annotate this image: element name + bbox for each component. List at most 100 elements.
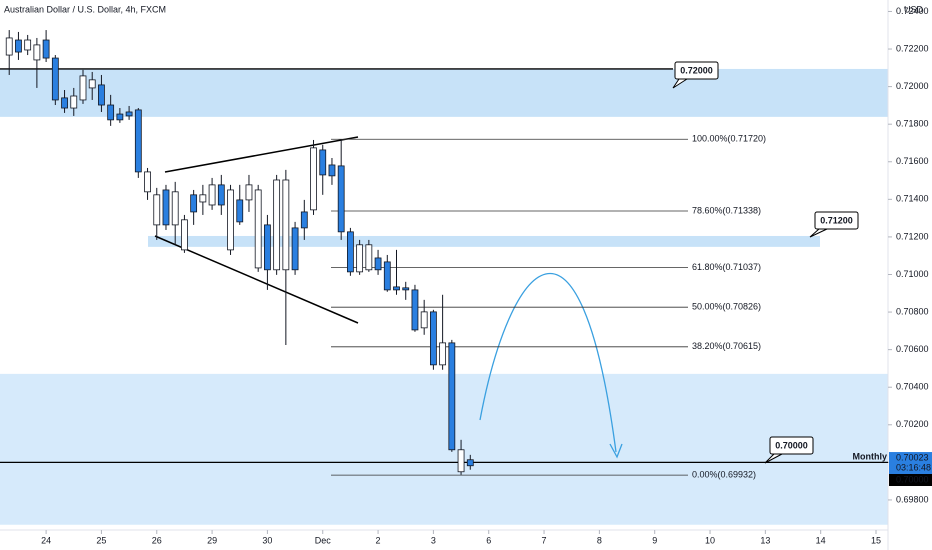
y-tick-label: 0.71000 bbox=[896, 269, 929, 279]
candle-body bbox=[347, 231, 354, 273]
zone bbox=[0, 373, 888, 525]
monthly-label: Monthly bbox=[853, 451, 888, 461]
candle-body bbox=[5, 37, 13, 56]
candle-body bbox=[153, 194, 161, 226]
candle-body bbox=[61, 97, 68, 109]
zone bbox=[0, 68, 888, 117]
line-price-label: 0.70000 bbox=[896, 474, 929, 484]
y-tick-label: 0.70200 bbox=[896, 419, 929, 429]
arrow-head bbox=[609, 443, 623, 459]
candle-body bbox=[420, 311, 428, 329]
candle-body bbox=[439, 342, 447, 366]
candle-body bbox=[171, 191, 179, 226]
y-tick-label: 0.72000 bbox=[896, 81, 929, 91]
candle-body bbox=[328, 164, 336, 177]
fib-label: 78.60%(0.71338) bbox=[692, 205, 761, 215]
y-tick-label: 0.71400 bbox=[896, 194, 929, 204]
x-tick-label: 24 bbox=[41, 535, 51, 545]
callout-pointer bbox=[764, 453, 783, 464]
y-tick-label: 0.69800 bbox=[896, 494, 929, 504]
candle-body bbox=[466, 459, 474, 467]
x-tick-label: 3 bbox=[431, 535, 436, 545]
candle-body bbox=[282, 179, 290, 271]
candle-body bbox=[337, 165, 345, 233]
candle-body bbox=[429, 311, 437, 366]
callout-box bbox=[814, 211, 859, 230]
zone bbox=[148, 235, 820, 247]
candle-body bbox=[356, 244, 364, 273]
callout-label: 0.70000 bbox=[775, 440, 808, 450]
candle-body bbox=[88, 79, 96, 89]
fib-label: 0.00%(0.69932) bbox=[692, 470, 756, 480]
candle-body bbox=[319, 149, 327, 176]
candle-body bbox=[199, 194, 207, 203]
candle-body bbox=[402, 287, 410, 291]
projection-arrow bbox=[479, 272, 617, 453]
x-tick-label: 15 bbox=[871, 535, 881, 545]
y-tick-label: 0.70800 bbox=[896, 306, 929, 316]
candle-body bbox=[374, 257, 382, 271]
candle-body bbox=[245, 184, 253, 201]
y-tick-label: 0.71600 bbox=[896, 156, 929, 166]
line-price-box bbox=[889, 474, 932, 486]
candle-body bbox=[393, 286, 400, 291]
candle-body bbox=[162, 189, 170, 226]
candle-body bbox=[125, 111, 133, 117]
y-tick-label: 0.72200 bbox=[896, 43, 929, 53]
candle-body bbox=[15, 39, 22, 53]
x-tick-label: 26 bbox=[152, 535, 162, 545]
x-tick-label: 29 bbox=[207, 535, 217, 545]
candle-body bbox=[190, 194, 198, 213]
last-price-label: 0.70023 bbox=[896, 452, 929, 462]
candle-body bbox=[98, 84, 105, 106]
x-tick-label: 14 bbox=[816, 535, 826, 545]
candle-body bbox=[365, 244, 373, 271]
callout-pointer bbox=[672, 78, 688, 89]
callout-label: 0.71200 bbox=[820, 215, 853, 225]
x-tick-label: Dec bbox=[315, 535, 332, 545]
x-tick-label: 10 bbox=[705, 535, 715, 545]
candle-body bbox=[448, 342, 456, 451]
wedge-upper bbox=[164, 136, 359, 173]
fib-label: 38.20%(0.70615) bbox=[692, 341, 761, 351]
y-tick-label: 0.72400 bbox=[896, 6, 929, 16]
candle-body bbox=[254, 189, 262, 269]
x-tick-label: 25 bbox=[96, 535, 106, 545]
y-tick-label: 0.71800 bbox=[896, 119, 929, 129]
last-price-box bbox=[889, 452, 932, 475]
candle-body bbox=[457, 449, 465, 473]
zones bbox=[0, 68, 888, 525]
y-tick-label: 0.71200 bbox=[896, 231, 929, 241]
candle-body bbox=[383, 261, 391, 291]
x-tick-label: 7 bbox=[542, 535, 547, 545]
candle-body bbox=[116, 113, 124, 121]
candle-body bbox=[24, 39, 32, 51]
candle-body bbox=[51, 57, 59, 101]
x-tick-label: 9 bbox=[652, 535, 657, 545]
candle-body bbox=[33, 44, 41, 61]
candle-body bbox=[310, 147, 317, 211]
candle-body bbox=[208, 184, 216, 206]
x-tick-label: 30 bbox=[262, 535, 272, 545]
x-tick-label: 6 bbox=[486, 535, 491, 545]
fib-label: 100.00%(0.71720) bbox=[692, 134, 766, 144]
x-tick-label: 8 bbox=[597, 535, 602, 545]
candle-body bbox=[79, 75, 87, 101]
fib-label: 50.00%(0.70826) bbox=[692, 302, 761, 312]
callout-pointer bbox=[809, 228, 828, 238]
candle-body bbox=[411, 289, 419, 331]
y-tick-label: 0.70600 bbox=[896, 344, 929, 354]
callout-box bbox=[769, 436, 814, 455]
candle-body bbox=[236, 199, 244, 223]
y-tick-label: 0.70400 bbox=[896, 382, 929, 392]
candle-body bbox=[273, 179, 281, 271]
candle-body bbox=[291, 227, 299, 271]
candle-body bbox=[144, 171, 151, 193]
candle-body bbox=[107, 104, 115, 121]
candle-body bbox=[134, 109, 142, 173]
chart-title: Australian Dollar / U.S. Dollar, 4h, FXC… bbox=[4, 4, 166, 14]
candle-body bbox=[227, 189, 234, 251]
candle-body bbox=[181, 219, 188, 251]
